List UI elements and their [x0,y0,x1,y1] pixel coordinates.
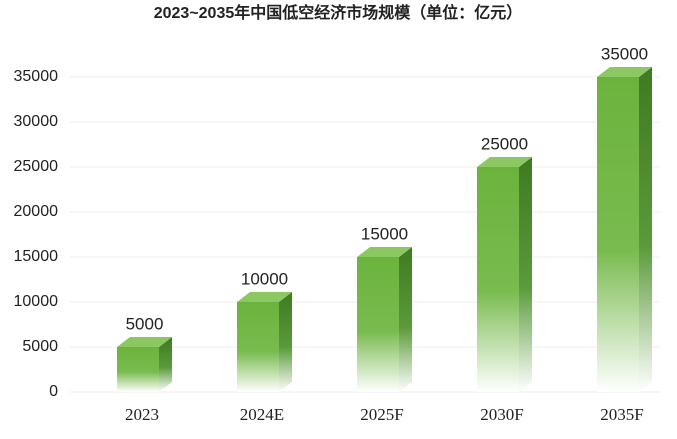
y-tick-label: 0 [49,383,58,400]
bar-side [159,337,172,392]
y-tick-label: 35000 [14,68,59,85]
bar-side [639,67,652,392]
value-label: 5000 [126,314,164,333]
bar-top [357,247,412,257]
x-tick-label: 2035F [600,405,643,424]
value-label: 10000 [241,269,288,288]
y-tick-label: 30000 [14,113,59,130]
value-label: 35000 [601,44,648,63]
y-tick-label: 20000 [14,203,59,220]
x-tick-label: 2023 [125,405,159,424]
bar [117,347,159,392]
bar-side [279,292,292,392]
bar-side [399,247,412,392]
x-tick-label: 2025F [360,405,403,424]
chart-title: 2023~2035年中国低空经济市场规模（单位：亿元） [154,3,523,22]
bar-top [117,337,172,347]
bar-top [597,67,652,77]
y-tick-label: 25000 [14,158,59,175]
bar-top [477,157,532,167]
bar-top [237,292,292,302]
bar-side [519,157,532,392]
x-tick-label: 2024E [240,405,284,424]
x-tick-label: 2030F [480,405,523,424]
y-tick-label: 5000 [22,338,58,355]
value-label: 25000 [481,134,528,153]
bar [357,257,399,392]
bar [597,77,639,392]
y-tick-label: 10000 [14,293,59,310]
y-tick-label: 15000 [14,248,59,265]
bar [477,167,519,392]
value-label: 15000 [361,224,408,243]
bar [237,302,279,392]
